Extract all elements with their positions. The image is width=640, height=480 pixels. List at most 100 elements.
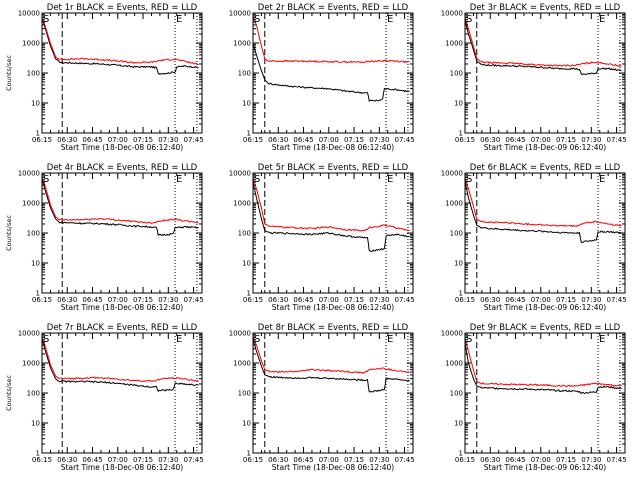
x-tick-label: 07:00	[531, 456, 551, 464]
y-axis-label: Counts/sec	[5, 55, 13, 91]
x-axis-label: Start Time (18-Dec-09 06:12:40)	[484, 143, 606, 152]
x-tick-label: 07:15	[556, 296, 576, 304]
x-tick-label: 07:30	[369, 296, 389, 304]
time-marker-e: E	[599, 334, 605, 345]
x-tick-label: 06:30	[268, 456, 288, 464]
y-tick-label: 1000	[445, 360, 463, 368]
x-tick-label: 07:15	[344, 296, 364, 304]
panel-title: Det 3r BLACK = Events, RED = LLD	[470, 3, 621, 13]
series-line-events	[465, 17, 622, 76]
x-tick-label: 06:30	[57, 456, 77, 464]
y-tick-label: 1000	[445, 200, 463, 208]
y-tick-label: 1	[459, 450, 463, 458]
series-line-lld	[42, 336, 199, 383]
series-line-events	[465, 340, 622, 395]
series-line-events	[253, 41, 410, 102]
series-line-lld	[253, 176, 410, 232]
time-marker-e: E	[387, 14, 393, 25]
x-tick-label: 06:45	[293, 456, 313, 464]
x-tick-label: 07:45	[606, 456, 626, 464]
time-marker-s: S	[254, 14, 260, 25]
x-tick-label: 06:30	[480, 296, 500, 304]
time-marker-s: S	[254, 174, 260, 185]
x-tick-label: 07:15	[344, 456, 364, 464]
x-tick-label: 07:45	[183, 456, 203, 464]
y-tick-label: 1	[247, 290, 251, 298]
x-axis-label: Start Time (18-Dec-09 06:12:40)	[484, 463, 606, 472]
x-tick-label: 06:45	[505, 296, 525, 304]
series-line-lld	[42, 176, 199, 224]
panel-title: Det 1r BLACK = Events, RED = LLD	[47, 3, 198, 13]
time-marker-s: S	[43, 334, 49, 345]
x-tick-label: 07:00	[319, 136, 339, 144]
x-tick-label: 07:30	[369, 136, 389, 144]
x-tick-label: 06:15	[243, 296, 263, 304]
y-tick-label: 1000	[233, 40, 251, 48]
x-tick-label: 07:45	[183, 136, 203, 144]
series-line-lld	[42, 16, 199, 66]
x-tick-label: 07:45	[394, 136, 414, 144]
x-tick-label: 07:30	[581, 136, 601, 144]
panel-title: Det 2r BLACK = Events, RED = LLD	[258, 3, 409, 13]
time-marker-e: E	[387, 334, 393, 345]
x-tick-label: 07:15	[344, 136, 364, 144]
x-tick-label: 07:00	[108, 136, 128, 144]
x-tick-label: 06:45	[293, 136, 313, 144]
y-tick-label: 10	[242, 260, 251, 268]
x-tick-label: 06:15	[455, 296, 475, 304]
series-line-events	[42, 337, 199, 393]
x-tick-label: 06:15	[32, 136, 52, 144]
x-tick-label: 07:45	[606, 296, 626, 304]
x-tick-label: 06:30	[480, 136, 500, 144]
x-tick-label: 06:15	[455, 136, 475, 144]
chart-panel: Det 6r BLACK = Events, RED = LLD 1 10 100 10…	[441, 163, 627, 312]
y-tick-label: 10000	[18, 330, 40, 338]
y-tick-label: 1	[36, 130, 40, 138]
chart-panel: Det 2r BLACK = Events, RED = LLD 1 10 100 10…	[229, 3, 415, 152]
y-tick-label: 100	[450, 390, 463, 398]
x-tick-label: 07:00	[108, 296, 128, 304]
x-axis-label: Start Time (18-Dec-08 06:12:40)	[61, 463, 183, 472]
time-marker-e: E	[176, 174, 182, 185]
y-tick-label: 100	[450, 230, 463, 238]
x-tick-label: 07:45	[394, 296, 414, 304]
time-marker-s: S	[466, 14, 472, 25]
x-axis-label: Start Time (18-Dec-08 06:12:40)	[61, 303, 183, 312]
x-tick-label: 07:00	[319, 456, 339, 464]
plot-frame	[464, 172, 626, 294]
chart-panel: Det 5r BLACK = Events, RED = LLD 1 10 100 10…	[229, 163, 415, 312]
x-tick-label: 06:30	[480, 456, 500, 464]
time-marker-s: S	[254, 334, 260, 345]
y-tick-label: 10	[31, 260, 40, 268]
y-tick-label: 1000	[233, 200, 251, 208]
x-tick-label: 06:45	[505, 136, 525, 144]
y-tick-label: 100	[27, 230, 40, 238]
series-line-lld	[465, 337, 622, 388]
chart-panel: Det 3r BLACK = Events, RED = LLD 1 10 100 10…	[441, 3, 627, 152]
y-tick-label: 10	[242, 100, 251, 108]
x-tick-label: 06:45	[82, 136, 102, 144]
time-marker-e: E	[599, 174, 605, 185]
plot-frame	[252, 12, 414, 134]
chart-panel: Det 7r BLACK = Events, RED = LLD 1 10 100 10…	[5, 323, 204, 472]
x-tick-label: 06:15	[243, 456, 263, 464]
y-tick-label: 1000	[445, 40, 463, 48]
x-tick-label: 07:00	[108, 456, 128, 464]
x-tick-label: 07:45	[183, 296, 203, 304]
y-tick-label: 100	[238, 230, 251, 238]
panel-title: Det 4r BLACK = Events, RED = LLD	[47, 163, 198, 173]
panel-title: Det 6r BLACK = Events, RED = LLD	[470, 163, 621, 173]
panel-title: Det 8r BLACK = Events, RED = LLD	[258, 323, 409, 333]
panel-title: Det 5r BLACK = Events, RED = LLD	[258, 163, 409, 173]
series-line-events	[253, 178, 410, 252]
y-axis-label: Counts/sec	[5, 215, 13, 251]
time-marker-e: E	[176, 334, 182, 345]
panel-title: Det 7r BLACK = Events, RED = LLD	[47, 323, 198, 333]
x-tick-label: 06:15	[32, 296, 52, 304]
x-tick-label: 06:30	[268, 296, 288, 304]
x-tick-label: 07:30	[158, 136, 178, 144]
plot-frame	[252, 332, 414, 454]
series-line-events	[253, 337, 410, 393]
x-tick-label: 06:30	[268, 136, 288, 144]
